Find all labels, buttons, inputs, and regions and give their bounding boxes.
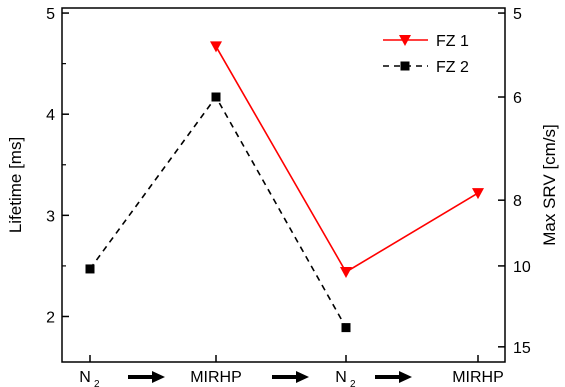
y-tick-label: 3 bbox=[46, 208, 55, 225]
data-point bbox=[211, 92, 221, 102]
y-axis-label: Lifetime [ms] bbox=[6, 137, 25, 233]
y2-axis-label: Max SRV [cm/s] bbox=[540, 124, 559, 246]
x-tick-label-main: MIRHP bbox=[190, 369, 242, 386]
data-point bbox=[85, 264, 95, 274]
y2-tick-label: 5 bbox=[513, 6, 522, 23]
x-tick-label-main: MIRHP bbox=[452, 369, 504, 386]
series-line bbox=[215, 46, 479, 274]
x-tick-label-subscript: 2 bbox=[94, 379, 100, 387]
y2-tick-label: 15 bbox=[513, 340, 531, 357]
y-tick-label: 4 bbox=[46, 107, 55, 124]
process-arrow-1 bbox=[128, 371, 165, 383]
process-arrow-2 bbox=[272, 371, 309, 383]
x-tick-label: MIRHP bbox=[452, 369, 504, 386]
data-point bbox=[340, 266, 352, 278]
y-tick-label: 2 bbox=[46, 309, 55, 326]
process-arrow-3 bbox=[375, 371, 412, 383]
data-point bbox=[472, 188, 484, 200]
x-tick-label-main: N bbox=[335, 369, 347, 386]
y2-tick-label: 6 bbox=[513, 90, 522, 107]
y2-tick-label: 8 bbox=[513, 193, 522, 210]
x-tick-label-main: N bbox=[79, 369, 91, 386]
y2-tick-label: 10 bbox=[513, 259, 531, 276]
legend-marker bbox=[400, 61, 410, 71]
y-tick-label: 5 bbox=[46, 6, 55, 23]
legend-label: FZ 1 bbox=[436, 33, 469, 50]
legend: FZ 1 FZ 2 bbox=[383, 33, 469, 76]
series-line bbox=[89, 95, 347, 329]
legend-item: FZ 2 bbox=[383, 59, 469, 76]
x-tick-label: MIRHP bbox=[190, 369, 242, 386]
legend-label: FZ 2 bbox=[436, 59, 469, 76]
legend-marker bbox=[399, 35, 411, 46]
data-point bbox=[341, 323, 351, 333]
plot-frame bbox=[61, 7, 506, 363]
data-point bbox=[210, 41, 222, 53]
x-tick-label-subscript: 2 bbox=[350, 379, 356, 387]
legend-item: FZ 1 bbox=[383, 33, 469, 50]
series-2 bbox=[85, 92, 351, 333]
series-1 bbox=[210, 41, 484, 278]
